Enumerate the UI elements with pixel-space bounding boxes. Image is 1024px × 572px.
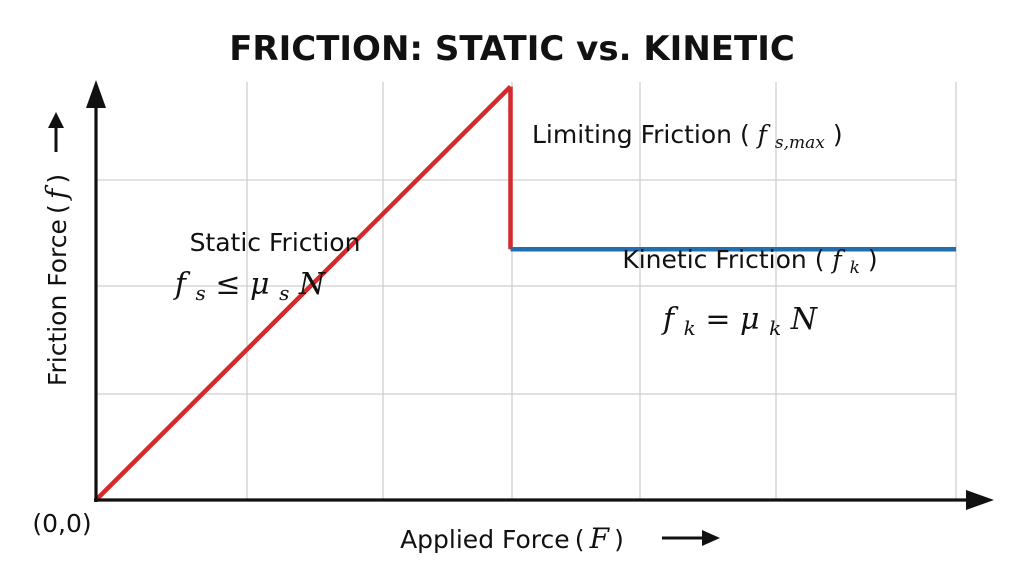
x-axis-label: Applied Force ( F )	[400, 522, 624, 555]
kinetic-friction-formula: f k = μ k N	[661, 302, 819, 343]
x-axis-label-close: )	[614, 525, 624, 554]
y-axis-label-close: )	[43, 174, 72, 184]
kinetic-formula-mu: μ	[740, 302, 760, 337]
chart-title: FRICTION: STATIC vs. KINETIC	[229, 29, 795, 69]
kinetic-label-sub: k	[850, 258, 860, 278]
kinetic-label-text: Kinetic Friction (	[622, 245, 824, 274]
x-axis-label-open: (	[575, 525, 585, 554]
limiting-friction-label: Limiting Friction ( f s,max )	[532, 120, 843, 154]
y-axis-label-text: Friction Force	[43, 219, 72, 386]
static-formula-sub: s	[196, 281, 206, 305]
static-friction-label: Static Friction	[190, 228, 361, 257]
limiting-label-close: )	[833, 120, 843, 149]
kinetic-formula-musub: k	[769, 316, 781, 340]
limiting-label-symbol: f	[756, 120, 771, 149]
static-formula-n: N	[298, 267, 327, 302]
kinetic-formula-n: N	[790, 302, 819, 337]
kinetic-label-close: )	[868, 245, 878, 274]
x-axis-label-group: Applied Force ( F )	[400, 522, 720, 555]
kinetic-formula-f: f	[661, 302, 679, 337]
x-axis-arrowhead	[966, 490, 994, 510]
series-layer	[94, 85, 956, 502]
limiting-label-sub: s,max	[775, 133, 825, 153]
static-formula-f: f	[173, 267, 191, 302]
y-axis-label: Friction Force ( f )	[40, 174, 73, 386]
y-axis-arrowhead	[86, 80, 106, 108]
origin-label: (0,0)	[32, 509, 91, 538]
static-friction-formula: f s ≤ μ s N	[173, 267, 327, 308]
static-formula-musub: s	[279, 281, 289, 305]
series-line-static-friction	[94, 85, 513, 502]
x-axis-label-symbol: F	[589, 522, 611, 555]
y-axis-label-group: Friction Force ( f )	[40, 112, 73, 386]
y-label-arrowhead	[48, 112, 64, 128]
kinetic-friction-label: Kinetic Friction ( f k )	[622, 245, 877, 279]
y-axis-label-symbol: f	[40, 184, 73, 201]
y-axis-label-open: (	[43, 204, 72, 214]
x-label-arrowhead	[702, 530, 720, 546]
static-formula-op: ≤	[215, 267, 250, 302]
x-axis-label-text: Applied Force	[400, 525, 570, 554]
kinetic-label-symbol: f	[830, 245, 845, 274]
axes	[86, 80, 994, 510]
kinetic-formula-sub: k	[684, 316, 696, 340]
kinetic-formula-op: =	[705, 302, 740, 337]
static-formula-mu: μ	[250, 267, 270, 302]
limiting-label-text: Limiting Friction (	[532, 120, 750, 149]
